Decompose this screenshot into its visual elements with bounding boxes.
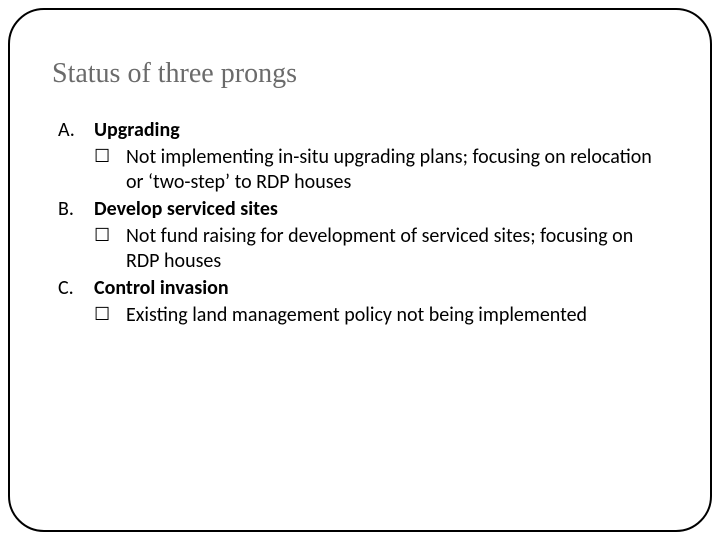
list-item: A. Upgrading <box>52 118 668 143</box>
checkbox-icon: ☐ <box>94 224 126 274</box>
sub-text: Not fund raising for development of serv… <box>126 224 668 274</box>
sub-text: Existing land management policy not bein… <box>126 303 668 328</box>
slide-frame: Status of three prongs A. Upgrading ☐ No… <box>8 8 712 532</box>
item-marker: A. <box>52 118 94 143</box>
list-item: C. Control invasion <box>52 276 668 301</box>
sub-item: ☐ Not implementing in-situ upgrading pla… <box>52 145 668 195</box>
slide-title: Status of three prongs <box>52 58 668 90</box>
sub-text: Not implementing in-situ upgrading plans… <box>126 145 668 195</box>
item-marker: C. <box>52 276 94 301</box>
sub-item: ☐ Existing land management policy not be… <box>52 303 668 328</box>
checkbox-icon: ☐ <box>94 303 126 328</box>
item-heading: Control invasion <box>94 276 229 301</box>
item-heading: Upgrading <box>94 118 180 143</box>
item-heading: Develop serviced sites <box>94 197 278 222</box>
list-item: B. Develop serviced sites <box>52 197 668 222</box>
checkbox-icon: ☐ <box>94 145 126 195</box>
sub-item: ☐ Not fund raising for development of se… <box>52 224 668 274</box>
item-marker: B. <box>52 197 94 222</box>
content-list: A. Upgrading ☐ Not implementing in-situ … <box>52 118 668 328</box>
